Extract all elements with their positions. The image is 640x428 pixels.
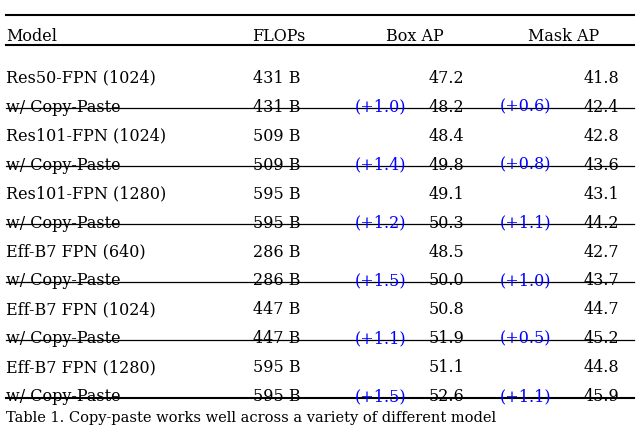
Text: 43.1: 43.1 [584,186,620,202]
Text: 47.2: 47.2 [428,70,464,87]
Text: Res101-FPN (1024): Res101-FPN (1024) [6,128,166,145]
Text: Mask AP: Mask AP [527,28,599,45]
Text: Res50-FPN (1024): Res50-FPN (1024) [6,70,156,87]
Text: w/ Copy-Paste: w/ Copy-Paste [6,214,121,232]
Text: 44.7: 44.7 [584,301,620,318]
Text: 44.2: 44.2 [584,214,620,232]
Text: Box AP: Box AP [386,28,444,45]
Text: 509 B: 509 B [253,128,300,145]
Text: 43.7: 43.7 [584,273,620,289]
Text: (+1.1): (+1.1) [500,388,552,405]
Text: 431 B: 431 B [253,99,300,116]
Text: 43.6: 43.6 [584,157,620,174]
Text: Eff-B7 FPN (1024): Eff-B7 FPN (1024) [6,301,156,318]
Text: (+0.8): (+0.8) [500,157,552,174]
Text: w/ Copy-Paste: w/ Copy-Paste [6,157,121,174]
Text: w/ Copy-Paste: w/ Copy-Paste [6,330,121,348]
Text: FLOPs: FLOPs [252,28,305,45]
Text: 51.1: 51.1 [428,359,464,376]
Text: (+0.6): (+0.6) [500,99,552,116]
Text: 595 B: 595 B [253,186,300,202]
Text: 595 B: 595 B [253,359,300,376]
Text: 509 B: 509 B [253,157,300,174]
Text: 44.8: 44.8 [584,359,620,376]
Text: (+1.5): (+1.5) [355,388,406,405]
Text: Table 1. Copy-paste works well across a variety of different model: Table 1. Copy-paste works well across a … [6,410,497,425]
Text: w/ Copy-Paste: w/ Copy-Paste [6,99,121,116]
Text: Eff-B7 FPN (640): Eff-B7 FPN (640) [6,244,146,261]
Text: (+1.0): (+1.0) [500,273,552,289]
Text: 595 B: 595 B [253,388,300,405]
Text: (+1.5): (+1.5) [355,273,406,289]
Text: 431 B: 431 B [253,70,300,87]
Text: Model: Model [6,28,58,45]
Text: 49.8: 49.8 [428,157,464,174]
Text: 286 B: 286 B [253,244,300,261]
Text: (+1.4): (+1.4) [355,157,406,174]
Text: 42.8: 42.8 [584,128,620,145]
Text: (+1.1): (+1.1) [500,214,552,232]
Text: 45.2: 45.2 [584,330,620,348]
Text: 52.6: 52.6 [428,388,464,405]
Text: 41.8: 41.8 [584,70,620,87]
Text: 48.2: 48.2 [428,99,464,116]
Text: w/ Copy-Paste: w/ Copy-Paste [6,273,121,289]
Text: 51.9: 51.9 [428,330,464,348]
Text: 50.0: 50.0 [428,273,464,289]
Text: w/ Copy-Paste: w/ Copy-Paste [6,388,121,405]
Text: (+0.5): (+0.5) [500,330,552,348]
Text: Res101-FPN (1280): Res101-FPN (1280) [6,186,166,202]
Text: (+1.1): (+1.1) [355,330,406,348]
Text: 50.3: 50.3 [428,214,464,232]
Text: 447 B: 447 B [253,330,300,348]
Text: 48.5: 48.5 [428,244,464,261]
Text: 42.4: 42.4 [584,99,620,116]
Text: 42.7: 42.7 [584,244,620,261]
Text: (+1.0): (+1.0) [355,99,406,116]
Text: 50.8: 50.8 [428,301,464,318]
Text: 45.9: 45.9 [584,388,620,405]
Text: 286 B: 286 B [253,273,300,289]
Text: (+1.2): (+1.2) [355,214,406,232]
Text: 48.4: 48.4 [428,128,464,145]
Text: 595 B: 595 B [253,214,300,232]
Text: 447 B: 447 B [253,301,300,318]
Text: Eff-B7 FPN (1280): Eff-B7 FPN (1280) [6,359,156,376]
Text: 49.1: 49.1 [428,186,464,202]
